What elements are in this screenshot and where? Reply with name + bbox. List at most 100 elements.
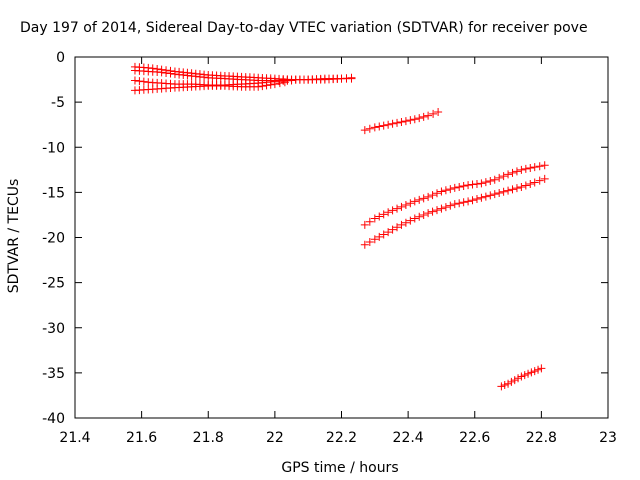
data-point (266, 80, 275, 89)
data-point (450, 200, 459, 209)
x-tick-label: 21.4 (59, 430, 90, 446)
data-point (424, 209, 433, 218)
y-tick-label: -25 (42, 276, 65, 292)
data-point (375, 232, 384, 241)
data-point (393, 223, 402, 232)
x-tick-label: 22.4 (393, 430, 424, 446)
series-layer (130, 62, 549, 391)
data-point (517, 182, 526, 191)
data-point (508, 168, 517, 177)
data-point (520, 371, 529, 380)
x-tick-label: 22.8 (526, 430, 557, 446)
data-point (360, 126, 369, 135)
data-point (497, 382, 506, 391)
series-trace-7 (360, 174, 549, 249)
data-point (384, 208, 393, 217)
data-point (419, 210, 428, 219)
data-point (379, 210, 388, 219)
series-trace-5 (360, 108, 443, 135)
data-point (419, 194, 428, 203)
data-point (535, 176, 544, 185)
data-point (472, 194, 481, 203)
data-point (446, 201, 455, 210)
data-point (540, 161, 549, 170)
data-point (526, 179, 535, 188)
data-point (410, 214, 419, 223)
data-point (455, 199, 464, 208)
data-point (393, 204, 402, 213)
data-point (521, 164, 530, 173)
data-point (434, 108, 443, 117)
data-point (410, 197, 419, 206)
data-point (258, 82, 267, 91)
plot-frame (74, 56, 609, 419)
x-tick-label: 23 (599, 430, 617, 446)
data-point (477, 179, 486, 188)
series-trace-8 (497, 364, 546, 391)
x-tick-label: 21.8 (193, 430, 224, 446)
data-point (517, 165, 526, 174)
data-point (481, 192, 490, 201)
x-axis: 21.4 21.6 21.8 22 22.2 22.4 22.6 22.8 23 (59, 57, 617, 446)
y-tick-label: -15 (42, 185, 65, 201)
data-point (514, 374, 523, 383)
data-point (162, 68, 171, 77)
data-point (130, 76, 139, 85)
y-tick-label: -35 (42, 366, 65, 382)
data-point (490, 175, 499, 184)
data-point (415, 195, 424, 204)
data-point (275, 79, 284, 88)
data-point (424, 192, 433, 201)
data-point (468, 180, 477, 189)
data-point (437, 187, 446, 196)
y-tick-label: -30 (42, 321, 65, 337)
data-point (459, 182, 468, 191)
plot-border (74, 56, 609, 419)
data-point (455, 182, 464, 191)
chart-title: Day 197 of 2014, Sidereal Day-to-day VTE… (20, 20, 588, 36)
data-point (410, 115, 419, 124)
data-point (504, 170, 513, 179)
data-point (530, 163, 539, 172)
data-point (464, 181, 473, 190)
data-point (254, 82, 263, 91)
data-point (365, 238, 374, 247)
data-point (360, 240, 369, 249)
series-trace-6 (360, 161, 549, 229)
data-point (384, 120, 393, 129)
y-tick-label: 0 (56, 50, 65, 66)
data-point (287, 76, 296, 85)
data-point (486, 191, 495, 200)
x-axis-title: GPS time / hours (281, 460, 398, 476)
data-point (526, 164, 535, 173)
data-point (393, 118, 402, 127)
data-point (401, 201, 410, 210)
data-point (429, 109, 438, 118)
data-point (530, 367, 539, 376)
data-point (441, 203, 450, 212)
data-point (537, 364, 546, 373)
data-point (388, 206, 397, 215)
data-point (370, 214, 379, 223)
data-point (388, 225, 397, 234)
data-point (406, 116, 415, 125)
y-tick-label: -5 (51, 95, 65, 111)
data-point (415, 114, 424, 123)
data-point (468, 196, 477, 205)
data-point (472, 179, 481, 188)
data-point (397, 202, 406, 211)
data-point (486, 176, 495, 185)
data-point (490, 190, 499, 199)
data-point (157, 68, 166, 77)
data-point (508, 185, 517, 194)
y-axis: 0 -5 -10 -15 -20 -25 -30 -35 -40 (42, 50, 608, 427)
data-point (510, 376, 519, 385)
data-point (450, 183, 459, 192)
data-point (370, 123, 379, 132)
data-point (477, 193, 486, 202)
x-tick-label: 22 (266, 430, 284, 446)
data-point (397, 220, 406, 229)
data-point (406, 199, 415, 208)
data-point (415, 212, 424, 221)
data-point (517, 372, 526, 381)
